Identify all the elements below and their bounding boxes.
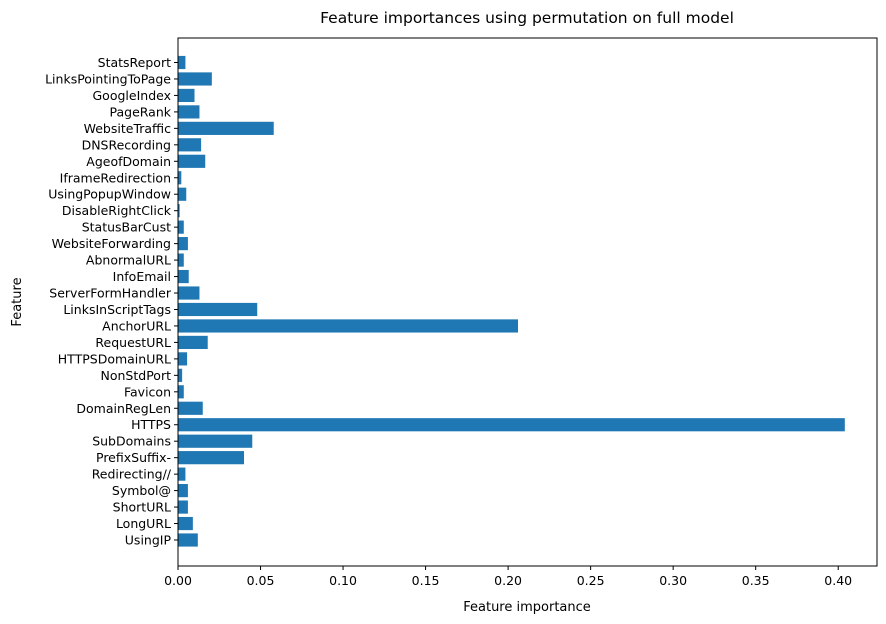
y-tick-label-prefixsuffix: PrefixSuffix- bbox=[96, 450, 171, 465]
x-tick-label: 0.20 bbox=[494, 573, 522, 588]
y-tick-label-https: HTTPS bbox=[131, 417, 171, 432]
x-tick-label: 0.00 bbox=[164, 573, 192, 588]
y-tick-label-abnormalurl: AbnormalURL bbox=[86, 253, 171, 268]
x-ticks-group: 0.00 0.05 0.10 0.15 0.20 0.25 0.30 0.35 0.40 bbox=[164, 566, 852, 588]
y-tick-label-iframeredirection: IframeRedirection bbox=[60, 170, 171, 185]
bar-domainreglen bbox=[178, 401, 203, 415]
bar-redirecting bbox=[178, 467, 186, 481]
y-tick-label-ageofdomain: AgeofDomain bbox=[86, 154, 171, 169]
y-tick-label-statusbarcust: StatusBarCust bbox=[82, 220, 171, 235]
y-tick-label-websiteforwarding: WebsiteForwarding bbox=[52, 236, 171, 251]
bar-iframeredirection bbox=[178, 171, 182, 185]
y-tick-label-usingpopupwindow: UsingPopupWindow bbox=[48, 187, 171, 202]
x-tick-label: 0.35 bbox=[742, 573, 770, 588]
y-tick-label-disablerightclick: DisableRightClick bbox=[62, 203, 172, 218]
x-tick-label: 0.10 bbox=[329, 573, 357, 588]
bar-serverformhandler bbox=[178, 286, 200, 300]
y-tick-label-subdomains: SubDomains bbox=[92, 434, 171, 449]
bar-pagerank bbox=[178, 105, 200, 119]
bar-websitetraffic bbox=[178, 121, 274, 135]
y-tick-label-linksinscripttags: LinksInScriptTags bbox=[63, 302, 171, 317]
bar-shorturl bbox=[178, 500, 188, 514]
y-tick-label-httpsdomainurl: HTTPSDomainURL bbox=[58, 351, 171, 366]
y-tick-label-usingip: UsingIP bbox=[125, 533, 172, 548]
x-tick-label: 0.15 bbox=[412, 573, 440, 588]
bar-https bbox=[178, 418, 845, 432]
bar-websiteforwarding bbox=[178, 237, 188, 251]
x-tick-label: 0.25 bbox=[577, 573, 605, 588]
bar-prefixsuffix bbox=[178, 451, 245, 465]
bar-anchorurl bbox=[178, 319, 519, 333]
y-tick-label-websitetraffic: WebsiteTraffic bbox=[84, 121, 172, 136]
bar-dnsrecording bbox=[178, 138, 202, 152]
y-tick-label-nonstdport: NonStdPort bbox=[101, 368, 172, 383]
bar-linkspointingtopage bbox=[178, 72, 212, 86]
y-tick-label-favicon: Favicon bbox=[124, 384, 171, 399]
y-tick-label-domainreglen: DomainRegLen bbox=[76, 401, 171, 416]
bar-ageofdomain bbox=[178, 154, 206, 168]
y-tick-label-requesturl: RequestURL bbox=[95, 335, 171, 350]
bar-longurl bbox=[178, 516, 193, 531]
bar-nonstdport bbox=[178, 368, 183, 382]
bar-usingip bbox=[178, 533, 198, 547]
x-tick-label: 0.05 bbox=[247, 573, 275, 588]
bar-symbol bbox=[178, 484, 188, 498]
y-tick-label-pagerank: PageRank bbox=[110, 104, 172, 119]
y-tick-label-dnsrecording: DNSRecording bbox=[82, 137, 171, 152]
x-tick-label: 0.30 bbox=[659, 573, 687, 588]
bar-usingpopupwindow bbox=[178, 187, 187, 201]
bar-abnormalurl bbox=[178, 253, 184, 267]
bar-statusbarcust bbox=[178, 220, 184, 234]
y-tick-label-serverformhandler: ServerFormHandler bbox=[49, 286, 172, 301]
y-tick-label-longurl: LongURL bbox=[116, 516, 171, 531]
y-tick-label-linkspointingtopage: LinksPointingToPage bbox=[45, 71, 171, 86]
bar-subdomains bbox=[178, 434, 253, 448]
plot-frame bbox=[177, 37, 878, 567]
bar-infoemail bbox=[178, 269, 189, 284]
y-tick-label-shorturl: ShortURL bbox=[113, 500, 171, 515]
x-axis-label: Feature importance bbox=[463, 600, 591, 615]
bar-googleindex bbox=[178, 88, 195, 103]
bar-favicon bbox=[178, 385, 184, 399]
y-tick-label-anchorurl: AnchorURL bbox=[102, 318, 171, 333]
y-axis-label: Feature bbox=[10, 277, 25, 326]
bar-linksinscripttags bbox=[178, 302, 258, 317]
y-tick-label-googleindex: GoogleIndex bbox=[93, 88, 172, 103]
y-tick-label-redirecting: Redirecting// bbox=[92, 467, 172, 482]
bars-group bbox=[178, 55, 845, 547]
bar-disablerightclick bbox=[178, 204, 180, 218]
bar-requesturl bbox=[178, 335, 208, 349]
y-tick-label-statsreport: StatsReport bbox=[98, 55, 171, 70]
y-tick-label-infoemail: InfoEmail bbox=[113, 269, 171, 284]
y-tick-label-symbol: Symbol@ bbox=[112, 483, 171, 498]
bar-statsreport bbox=[178, 55, 186, 70]
x-tick-label: 0.40 bbox=[824, 573, 852, 588]
bar-httpsdomainurl bbox=[178, 352, 188, 366]
chart-title: Feature importances using permutation on… bbox=[320, 9, 734, 27]
